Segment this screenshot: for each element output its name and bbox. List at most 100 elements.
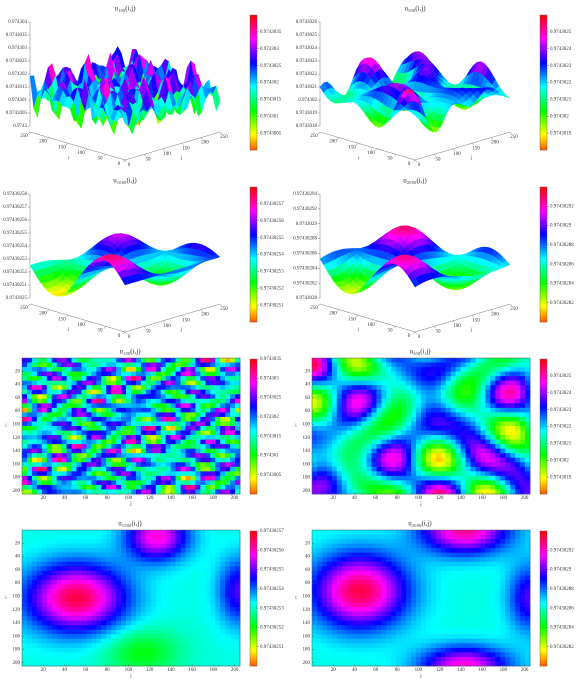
heatmap-cell [135,435,142,440]
heatmap-cell [346,371,353,377]
heatmap-cell [76,421,82,427]
heatmap-cell [185,457,191,463]
heatmap-cell [520,362,526,368]
heatmap-cell [71,484,77,490]
y-tick [65,143,69,146]
heatmap-cell [116,403,122,409]
heatmap-cell [220,439,226,445]
heatmap-cell [416,389,422,395]
heatmap-cell [76,403,82,409]
heatmap-cell [145,426,152,431]
heatmap-cell [455,380,462,386]
heatmap-cell [210,412,216,418]
heatmap-cell [230,398,236,404]
heatmap-cell [36,480,43,486]
heatmap-cell [220,394,226,400]
heatmap-cell [145,412,152,418]
heatmap-cell [116,358,122,363]
z-tick-label: 0.9743019 [296,111,318,116]
heatmap-cell [160,471,167,477]
heatmap-cell [96,358,102,363]
x-tick [124,159,128,163]
heatmap-cell [91,475,97,481]
heatmap-cell [86,466,92,472]
heatmap-cell [195,457,201,463]
heatmap-cell [381,376,387,382]
heatmap-cell [445,376,452,382]
colorbar-segment [250,442,257,445]
colorbar-segment [250,256,257,260]
colorbar-segment [250,105,257,108]
heatmap-cell [111,380,117,386]
z-tick-label: 0.97430282 [293,281,317,286]
heatmap-cell [470,380,476,386]
heatmap-cell [96,484,102,490]
heatmap-cell [515,371,521,377]
heatmap-cell [41,362,48,368]
heatmap-cell [91,389,97,395]
heatmap-cell [106,448,112,454]
heatmap-cell [36,358,43,363]
heatmap-cell [190,457,196,463]
colorbar-segment [540,270,547,273]
heatmap-cell [36,489,43,495]
colorbar-segment [540,268,547,271]
heatmap-cell [106,453,112,459]
heatmap-cell [140,416,147,422]
heatmap-cell [185,439,191,445]
colorbar-segment [250,383,257,387]
heatmap-cell [150,471,157,477]
heatmap-cell [96,371,102,377]
colorbar-segment [540,218,547,222]
heatmap-cell [445,358,452,363]
heatmap-cell [41,435,48,440]
colorbar-segment [540,250,547,253]
heatmap-cell [86,416,92,422]
heatmap-cell [490,376,496,382]
heatmap-cell [376,380,382,386]
heatmap-cell [140,444,147,450]
colorbar-segment [250,143,257,146]
heatmap-cell [401,367,407,372]
heatmap-cell [145,480,152,486]
heatmap-cell [41,380,48,386]
heatmap-cell [480,371,486,377]
heatmap-cell [76,462,82,468]
heatmap-cell [106,480,112,486]
heatmap-cell [41,426,48,431]
heatmap-cell [170,389,176,395]
heatmap-cell [36,371,43,377]
heatmap-cell [205,398,211,404]
heatmap-cell [145,385,152,391]
heatmap-cell [145,435,152,440]
colorbar-segment [250,297,257,300]
x-axis-label: j [470,156,472,161]
heatmap-cell [131,426,137,431]
heatmap-cell [170,412,176,418]
colorbar-tick-label: 0.9743022 [550,81,572,86]
heatmap-cell [450,380,457,386]
heatmap-cell [321,394,328,400]
colorbar-segment [250,19,257,23]
heatmap-cell [66,426,72,431]
heatmap-cell [135,403,142,409]
heatmap-cell [41,367,48,372]
heatmap-cell [316,376,323,382]
y-tick-label: 200 [39,312,47,317]
colorbar-segment [250,313,257,316]
heatmap-cell [416,358,422,363]
heatmap-cell [96,466,102,472]
heatmap-cell [225,380,231,386]
heatmap-cell [131,462,137,468]
heatmap-cell [22,453,28,459]
colorbar-segment [540,66,547,70]
y-tick-label: 150 [58,317,66,322]
heatmap-cell [36,362,43,368]
heatmap-cell [76,380,82,386]
heatmap-cell [235,475,241,481]
y-tick-label: 200 [329,312,337,317]
heatmap-cell [36,376,43,382]
heatmap-cell [326,380,333,386]
heatmap-cell [121,430,127,436]
heatmap-cell [215,358,221,363]
